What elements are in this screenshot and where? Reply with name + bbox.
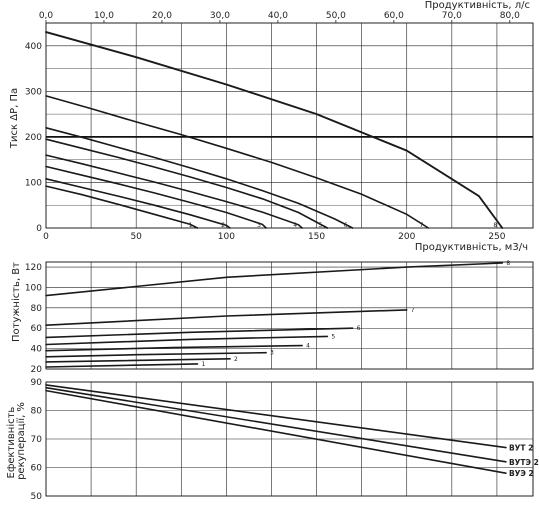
power-series-line-2 <box>45 358 231 363</box>
efficiency-y-tick: 60 <box>31 464 43 474</box>
efficiency-y-axis-label-line2: рекуперації, % <box>15 402 27 480</box>
pressure-series-line-7 <box>45 95 430 229</box>
pressure-x2-tick: 0,0 <box>39 11 54 21</box>
power-series-line-7 <box>45 309 408 326</box>
pressure-curve-label: 6 <box>344 222 348 229</box>
pressure-y-tick: 300 <box>25 87 42 97</box>
pressure-series-line-3 <box>45 165 267 229</box>
power-curve-label: 3 <box>270 350 274 357</box>
power-curve-label: 2 <box>234 356 238 363</box>
pressure-x-tick: 200 <box>398 232 415 242</box>
power-curve-label: 7 <box>411 307 415 314</box>
pressure-x2-tick: 70,0 <box>442 11 462 21</box>
pressure-curve-label: 4 <box>293 222 297 229</box>
efficiency-series-line-3 <box>45 389 507 474</box>
efficiency-y-tick: 70 <box>31 435 43 445</box>
pressure-series-line-4 <box>45 154 303 229</box>
pressure-x2-tick: 20,0 <box>152 11 172 21</box>
efficiency-y-tick: 80 <box>31 407 43 417</box>
power-series-line-5 <box>45 335 329 346</box>
pressure-x-tick: 50 <box>130 232 142 242</box>
power-series-line-3 <box>45 351 267 358</box>
pressure-x2-axis-label: Продуктивність, л/с <box>425 0 530 11</box>
pressure-series-line-5 <box>45 138 329 229</box>
power-y-axis-label: Потужність, Вт <box>10 262 22 342</box>
pressure-plot-area <box>45 22 534 229</box>
pressure-series-line-1 <box>45 185 199 229</box>
series-lines <box>45 31 533 474</box>
pressure-x-tick: 150 <box>308 232 325 242</box>
pressure-y-tick: 400 <box>25 42 42 52</box>
pressure-y-tick: 100 <box>25 178 42 188</box>
pressure-curve-label: 5 <box>318 222 322 229</box>
pressure-x2-tick: 80,0 <box>500 11 520 21</box>
series-labels: 1 2 3 4 5 6 7 8 1 2 3 4 5 6 7 8 ВУТ 2 ВУТЭ 2 ВУЭ 2 <box>189 222 539 478</box>
pressure-curve-label: 8 <box>493 222 497 229</box>
pressure-series-line-2 <box>45 178 231 229</box>
power-y-tick: 20 <box>31 365 43 375</box>
pressure-x2-tick: 50,0 <box>326 11 346 21</box>
pressure-x2-tick: 60,0 <box>384 11 404 21</box>
efficiency-series-label: ВУЭ 2 <box>509 469 534 478</box>
pressure-x2-tick: 30,0 <box>210 11 230 21</box>
pressure-y-tick: 200 <box>25 133 42 143</box>
power-curve-label: 4 <box>306 343 310 350</box>
power-series-line-1 <box>45 363 199 368</box>
efficiency-series-line-2 <box>45 386 507 463</box>
power-y-tick: 100 <box>25 283 42 293</box>
efficiency-series-label: ВУТЭ 2 <box>509 458 539 467</box>
pressure-curve-label: 1 <box>189 222 193 229</box>
pressure-x-axis-label: Продуктивність, м3/ч <box>415 241 528 253</box>
grid-lines <box>45 20 533 496</box>
power-series-line-8 <box>45 262 504 297</box>
power-curve-label: 6 <box>357 325 361 332</box>
pressure-curve-label: 3 <box>257 222 261 229</box>
pressure-x-tick: 100 <box>218 232 235 242</box>
pressure-x2-tick: 10,0 <box>94 11 114 21</box>
pressure-y-tick: 0 <box>36 224 42 234</box>
efficiency-y-axis-label: Ефективність рекуперації, % <box>5 402 27 480</box>
pressure-curve-label: 7 <box>419 222 423 229</box>
power-curve-label: 1 <box>202 361 206 368</box>
pressure-series-line-8 <box>45 31 504 229</box>
power-series-line-6 <box>45 327 354 339</box>
power-y-tick: 60 <box>31 324 43 334</box>
efficiency-y-tick: 50 <box>31 492 43 502</box>
pressure-y-axis-label: Тиск ΔP, Па <box>9 88 20 149</box>
pressure-x2-tick: 40,0 <box>268 11 288 21</box>
power-plot-area <box>45 261 534 370</box>
pressure-series-line-6 <box>45 127 354 229</box>
efficiency-series-label: ВУТ 2 <box>509 444 533 453</box>
efficiency-y-tick: 90 <box>31 378 43 388</box>
pressure-curve-label: 2 <box>221 222 225 229</box>
pressure-x-tick: 0 <box>43 232 49 242</box>
efficiency-y-axis-label-line1: Ефективність <box>5 407 17 479</box>
power-series-line-4 <box>45 344 303 352</box>
power-curve-label: 8 <box>506 260 510 267</box>
power-y-tick: 120 <box>25 263 42 273</box>
efficiency-series-line-1 <box>45 384 507 449</box>
pressure-x-tick: 250 <box>488 232 505 242</box>
power-y-tick: 40 <box>31 345 43 355</box>
power-curve-label: 5 <box>331 333 335 340</box>
power-y-tick: 80 <box>31 304 43 314</box>
